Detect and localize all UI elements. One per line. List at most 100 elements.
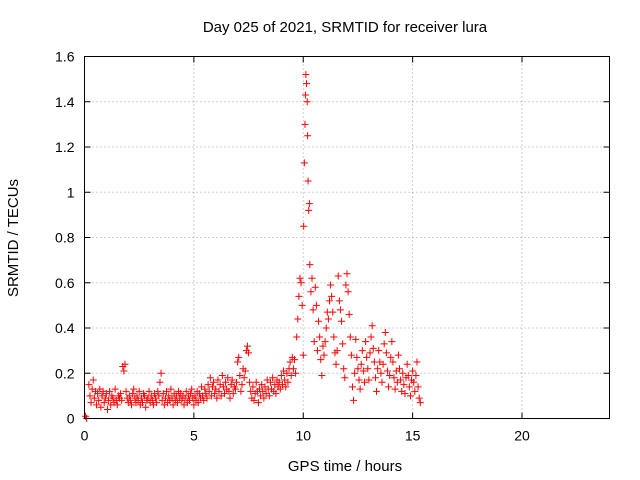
data-point bbox=[95, 396, 103, 404]
data-point bbox=[182, 387, 190, 395]
data-point bbox=[322, 324, 330, 332]
data-point bbox=[294, 315, 302, 323]
data-point bbox=[410, 378, 418, 386]
data-point bbox=[210, 378, 218, 386]
data-point bbox=[311, 283, 319, 291]
data-point bbox=[343, 270, 351, 278]
data-points bbox=[82, 71, 424, 422]
data-point bbox=[346, 333, 354, 341]
grid-lines bbox=[84, 56, 610, 419]
data-point bbox=[318, 372, 326, 380]
data-point bbox=[307, 288, 315, 296]
data-point bbox=[249, 383, 257, 391]
data-point bbox=[353, 353, 361, 361]
data-point bbox=[359, 367, 367, 375]
data-point bbox=[100, 399, 108, 407]
data-point bbox=[277, 372, 285, 380]
y-tick-label: 0.8 bbox=[55, 230, 75, 246]
data-point bbox=[163, 387, 171, 395]
y-tick-label: 1.2 bbox=[55, 139, 75, 155]
data-point bbox=[361, 378, 368, 386]
data-point bbox=[368, 322, 376, 330]
data-point bbox=[236, 372, 244, 380]
data-point bbox=[348, 383, 356, 391]
data-point bbox=[276, 385, 284, 393]
data-point bbox=[365, 376, 373, 384]
y-tick-label: 1.4 bbox=[55, 94, 75, 110]
data-point bbox=[157, 369, 165, 377]
data-point bbox=[266, 378, 274, 386]
data-point bbox=[347, 351, 355, 359]
data-point bbox=[302, 71, 310, 79]
data-point bbox=[231, 385, 239, 393]
data-point bbox=[415, 394, 423, 402]
data-point bbox=[293, 333, 301, 341]
data-point bbox=[409, 367, 417, 375]
data-point bbox=[340, 365, 348, 373]
data-point bbox=[225, 387, 233, 395]
data-point bbox=[329, 308, 337, 316]
data-point bbox=[390, 374, 398, 382]
data-point bbox=[97, 403, 105, 411]
data-point bbox=[350, 396, 358, 404]
data-point bbox=[327, 281, 335, 289]
data-point bbox=[222, 378, 230, 386]
data-point bbox=[374, 365, 382, 373]
data-point bbox=[153, 399, 161, 407]
data-point bbox=[389, 358, 397, 366]
data-point bbox=[301, 91, 309, 99]
data-point bbox=[120, 367, 128, 375]
data-point bbox=[122, 387, 130, 395]
data-point bbox=[336, 306, 344, 314]
data-point bbox=[303, 98, 311, 106]
x-tick-label: 5 bbox=[190, 428, 198, 444]
data-point bbox=[247, 387, 255, 395]
data-point bbox=[328, 292, 336, 300]
data-point bbox=[295, 292, 303, 300]
data-point bbox=[399, 369, 407, 377]
data-point bbox=[391, 385, 399, 393]
data-point bbox=[334, 272, 342, 280]
data-point bbox=[188, 385, 196, 393]
data-point bbox=[298, 301, 306, 309]
data-point bbox=[111, 385, 119, 393]
data-point bbox=[357, 360, 365, 368]
data-point bbox=[138, 399, 146, 407]
data-point bbox=[289, 365, 297, 373]
data-point bbox=[341, 374, 349, 382]
data-point bbox=[369, 344, 377, 352]
data-point bbox=[105, 396, 113, 404]
data-point bbox=[93, 401, 101, 409]
data-point bbox=[284, 378, 292, 386]
data-point bbox=[169, 401, 177, 409]
data-point bbox=[167, 385, 175, 393]
data-point bbox=[320, 351, 328, 359]
data-point bbox=[243, 342, 251, 350]
x-axis-label: GPS time / hours bbox=[288, 458, 402, 475]
data-point bbox=[405, 383, 413, 391]
data-point bbox=[383, 367, 391, 375]
data-point bbox=[345, 310, 353, 318]
data-point bbox=[335, 297, 343, 305]
data-point bbox=[373, 387, 381, 395]
data-point bbox=[86, 392, 94, 400]
data-point bbox=[304, 177, 312, 185]
data-point bbox=[201, 385, 209, 393]
data-point bbox=[377, 369, 385, 377]
data-point bbox=[260, 394, 268, 402]
data-point bbox=[286, 358, 294, 366]
x-tick-label: 20 bbox=[514, 428, 530, 444]
data-point bbox=[85, 381, 93, 389]
data-point bbox=[287, 372, 295, 380]
data-point bbox=[375, 347, 383, 355]
data-point bbox=[238, 381, 246, 389]
data-point bbox=[133, 392, 141, 400]
data-point bbox=[304, 132, 312, 140]
data-point bbox=[173, 399, 181, 407]
data-point bbox=[118, 396, 126, 404]
data-point bbox=[90, 394, 98, 402]
data-point bbox=[206, 374, 214, 382]
data-point bbox=[117, 390, 125, 398]
data-point bbox=[367, 333, 375, 341]
